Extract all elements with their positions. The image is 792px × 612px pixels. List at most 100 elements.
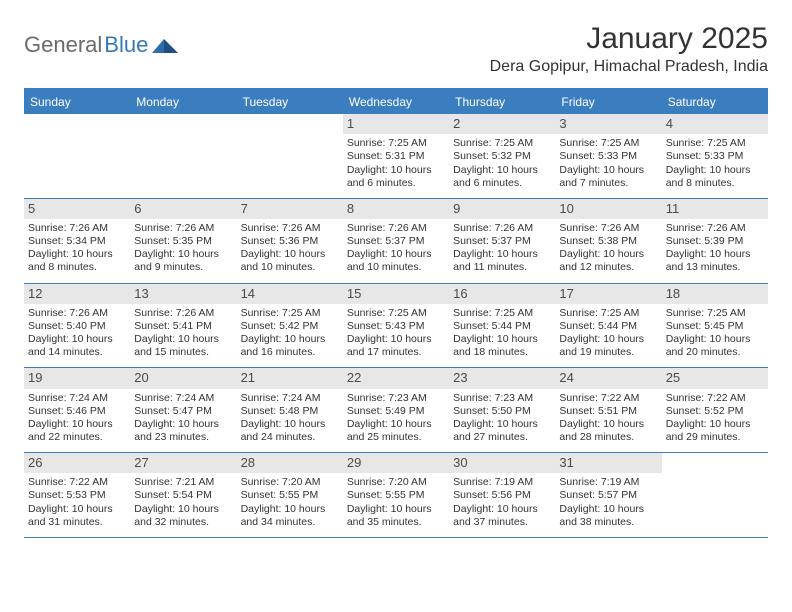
day-number: 14 xyxy=(237,284,343,304)
day-d2: and 35 minutes. xyxy=(347,516,445,529)
week-row: 12Sunrise: 7:26 AMSunset: 5:40 PMDayligh… xyxy=(24,284,768,369)
day-d1: Daylight: 10 hours xyxy=(559,333,657,346)
day-cell: 2Sunrise: 7:25 AMSunset: 5:32 PMDaylight… xyxy=(449,114,555,198)
day-sr: Sunrise: 7:26 AM xyxy=(28,222,126,235)
day-d2: and 8 minutes. xyxy=(28,261,126,274)
day-number: 2 xyxy=(449,114,555,134)
day-sr: Sunrise: 7:20 AM xyxy=(241,476,339,489)
day-d2: and 23 minutes. xyxy=(134,431,232,444)
day-d1: Daylight: 10 hours xyxy=(134,503,232,516)
weeks-container: 1Sunrise: 7:25 AMSunset: 5:31 PMDaylight… xyxy=(24,114,768,538)
day-d1: Daylight: 10 hours xyxy=(134,333,232,346)
day-d1: Daylight: 10 hours xyxy=(241,248,339,261)
day-d2: and 25 minutes. xyxy=(347,431,445,444)
day-sr: Sunrise: 7:26 AM xyxy=(453,222,551,235)
day-sr: Sunrise: 7:25 AM xyxy=(347,307,445,320)
day-number: 9 xyxy=(449,199,555,219)
day-number: 31 xyxy=(555,453,661,473)
day-d2: and 20 minutes. xyxy=(666,346,764,359)
weekday-wednesday: Wednesday xyxy=(343,90,449,114)
day-cell: 22Sunrise: 7:23 AMSunset: 5:49 PMDayligh… xyxy=(343,368,449,452)
day-number: 28 xyxy=(237,453,343,473)
day-d2: and 16 minutes. xyxy=(241,346,339,359)
day-cell: 10Sunrise: 7:26 AMSunset: 5:38 PMDayligh… xyxy=(555,199,661,283)
day-sr: Sunrise: 7:20 AM xyxy=(347,476,445,489)
logo-text-a: General xyxy=(24,32,102,58)
weekday-saturday: Saturday xyxy=(662,90,768,114)
day-d2: and 19 minutes. xyxy=(559,346,657,359)
weekday-monday: Monday xyxy=(130,90,236,114)
day-cell: 5Sunrise: 7:26 AMSunset: 5:34 PMDaylight… xyxy=(24,199,130,283)
day-number: 13 xyxy=(130,284,236,304)
day-ss: Sunset: 5:56 PM xyxy=(453,489,551,502)
day-d2: and 15 minutes. xyxy=(134,346,232,359)
day-d1: Daylight: 10 hours xyxy=(666,333,764,346)
day-ss: Sunset: 5:32 PM xyxy=(453,150,551,163)
day-d2: and 32 minutes. xyxy=(134,516,232,529)
day-ss: Sunset: 5:33 PM xyxy=(666,150,764,163)
week-row: 26Sunrise: 7:22 AMSunset: 5:53 PMDayligh… xyxy=(24,453,768,538)
day-d1: Daylight: 10 hours xyxy=(559,418,657,431)
day-sr: Sunrise: 7:25 AM xyxy=(559,307,657,320)
week-row: 19Sunrise: 7:24 AMSunset: 5:46 PMDayligh… xyxy=(24,368,768,453)
day-number: 22 xyxy=(343,368,449,388)
logo-mark-icon xyxy=(152,37,178,53)
day-sr: Sunrise: 7:25 AM xyxy=(666,137,764,150)
day-d2: and 37 minutes. xyxy=(453,516,551,529)
day-number: 30 xyxy=(449,453,555,473)
day-cell: 11Sunrise: 7:26 AMSunset: 5:39 PMDayligh… xyxy=(662,199,768,283)
day-d2: and 14 minutes. xyxy=(28,346,126,359)
location: Dera Gopipur, Himachal Pradesh, India xyxy=(490,58,768,76)
day-sr: Sunrise: 7:24 AM xyxy=(28,392,126,405)
day-ss: Sunset: 5:31 PM xyxy=(347,150,445,163)
day-number: 19 xyxy=(24,368,130,388)
day-cell: 15Sunrise: 7:25 AMSunset: 5:43 PMDayligh… xyxy=(343,284,449,368)
day-d1: Daylight: 10 hours xyxy=(134,248,232,261)
day-ss: Sunset: 5:47 PM xyxy=(134,405,232,418)
day-d2: and 11 minutes. xyxy=(453,261,551,274)
day-d1: Daylight: 10 hours xyxy=(28,248,126,261)
empty-cell xyxy=(130,114,236,198)
day-cell: 6Sunrise: 7:26 AMSunset: 5:35 PMDaylight… xyxy=(130,199,236,283)
day-sr: Sunrise: 7:21 AM xyxy=(134,476,232,489)
day-cell: 24Sunrise: 7:22 AMSunset: 5:51 PMDayligh… xyxy=(555,368,661,452)
day-sr: Sunrise: 7:26 AM xyxy=(241,222,339,235)
day-ss: Sunset: 5:41 PM xyxy=(134,320,232,333)
day-sr: Sunrise: 7:26 AM xyxy=(666,222,764,235)
day-ss: Sunset: 5:45 PM xyxy=(666,320,764,333)
day-cell: 8Sunrise: 7:26 AMSunset: 5:37 PMDaylight… xyxy=(343,199,449,283)
day-sr: Sunrise: 7:25 AM xyxy=(559,137,657,150)
day-cell: 20Sunrise: 7:24 AMSunset: 5:47 PMDayligh… xyxy=(130,368,236,452)
day-d1: Daylight: 10 hours xyxy=(28,503,126,516)
day-d1: Daylight: 10 hours xyxy=(347,164,445,177)
calendar: SundayMondayTuesdayWednesdayThursdayFrid… xyxy=(24,88,768,538)
day-d2: and 6 minutes. xyxy=(347,177,445,190)
day-number: 3 xyxy=(555,114,661,134)
day-d1: Daylight: 10 hours xyxy=(241,333,339,346)
day-sr: Sunrise: 7:26 AM xyxy=(134,222,232,235)
day-sr: Sunrise: 7:22 AM xyxy=(28,476,126,489)
day-sr: Sunrise: 7:23 AM xyxy=(453,392,551,405)
day-sr: Sunrise: 7:26 AM xyxy=(559,222,657,235)
day-cell: 29Sunrise: 7:20 AMSunset: 5:55 PMDayligh… xyxy=(343,453,449,537)
day-ss: Sunset: 5:33 PM xyxy=(559,150,657,163)
day-d2: and 10 minutes. xyxy=(347,261,445,274)
weekday-sunday: Sunday xyxy=(24,90,130,114)
day-d1: Daylight: 10 hours xyxy=(453,418,551,431)
day-cell: 30Sunrise: 7:19 AMSunset: 5:56 PMDayligh… xyxy=(449,453,555,537)
day-cell: 16Sunrise: 7:25 AMSunset: 5:44 PMDayligh… xyxy=(449,284,555,368)
day-ss: Sunset: 5:52 PM xyxy=(666,405,764,418)
day-d2: and 6 minutes. xyxy=(453,177,551,190)
day-ss: Sunset: 5:37 PM xyxy=(347,235,445,248)
day-d1: Daylight: 10 hours xyxy=(241,418,339,431)
day-number: 1 xyxy=(343,114,449,134)
day-number: 7 xyxy=(237,199,343,219)
day-d1: Daylight: 10 hours xyxy=(666,164,764,177)
day-d2: and 28 minutes. xyxy=(559,431,657,444)
day-cell: 9Sunrise: 7:26 AMSunset: 5:37 PMDaylight… xyxy=(449,199,555,283)
day-cell: 7Sunrise: 7:26 AMSunset: 5:36 PMDaylight… xyxy=(237,199,343,283)
day-sr: Sunrise: 7:22 AM xyxy=(666,392,764,405)
day-d1: Daylight: 10 hours xyxy=(666,248,764,261)
day-ss: Sunset: 5:42 PM xyxy=(241,320,339,333)
day-cell: 4Sunrise: 7:25 AMSunset: 5:33 PMDaylight… xyxy=(662,114,768,198)
